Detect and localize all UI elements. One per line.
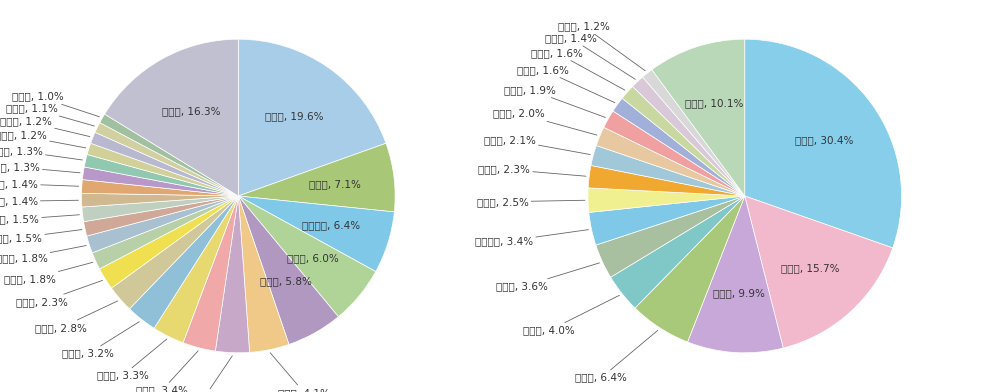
Text: 静岡県, 2.8%: 静岡県, 2.8%	[35, 301, 117, 333]
Wedge shape	[111, 196, 238, 309]
Wedge shape	[82, 167, 238, 196]
Text: 大阪府, 9.9%: 大阪府, 9.9%	[713, 288, 765, 298]
Wedge shape	[238, 196, 375, 317]
Wedge shape	[238, 39, 386, 196]
Text: 神奈川県, 3.4%: 神奈川県, 3.4%	[475, 230, 589, 247]
Text: 京都府, 4.1%: 京都府, 4.1%	[270, 353, 330, 392]
Text: 福岡県, 2.3%: 福岡県, 2.3%	[479, 164, 586, 176]
Wedge shape	[183, 196, 238, 351]
Wedge shape	[613, 98, 745, 196]
Wedge shape	[238, 196, 339, 345]
Wedge shape	[651, 39, 745, 196]
Wedge shape	[687, 196, 783, 353]
Text: 長野県, 2.3%: 長野県, 2.3%	[16, 280, 102, 307]
Text: 北海道, 7.1%: 北海道, 7.1%	[309, 179, 360, 189]
Text: 大分県, 1.1%: 大分県, 1.1%	[6, 103, 94, 126]
Wedge shape	[589, 196, 745, 245]
Text: 石川県, 1.5%: 石川県, 1.5%	[0, 214, 79, 225]
Wedge shape	[238, 143, 395, 212]
Text: 岐阜県, 2.0%: 岐阜県, 2.0%	[493, 109, 597, 135]
Wedge shape	[623, 87, 745, 196]
Text: 兵庫県, 3.4%: 兵庫県, 3.4%	[136, 351, 199, 392]
Wedge shape	[92, 196, 238, 269]
Wedge shape	[129, 196, 238, 328]
Wedge shape	[81, 196, 238, 221]
Text: 大阪府, 6.0%: 大阪府, 6.0%	[287, 253, 340, 263]
Text: 沖縄県, 4.0%: 沖縄県, 4.0%	[523, 295, 620, 336]
Text: 京都府, 15.7%: 京都府, 15.7%	[781, 263, 840, 273]
Wedge shape	[588, 165, 745, 196]
Text: 埼玉県, 1.8%: 埼玉県, 1.8%	[0, 245, 86, 263]
Text: 東京都, 30.4%: 東京都, 30.4%	[794, 135, 853, 145]
Wedge shape	[633, 77, 745, 196]
Wedge shape	[591, 145, 745, 196]
Wedge shape	[238, 196, 289, 352]
Wedge shape	[86, 196, 238, 253]
Text: 沖縄県, 5.8%: 沖縄県, 5.8%	[260, 276, 312, 286]
Wedge shape	[95, 123, 238, 196]
Wedge shape	[81, 193, 238, 207]
Text: 宮城県, 1.5%: 宮城県, 1.5%	[0, 230, 82, 243]
Wedge shape	[99, 196, 238, 288]
Wedge shape	[611, 196, 745, 308]
Wedge shape	[642, 70, 745, 196]
Wedge shape	[154, 196, 238, 343]
Text: 栃木県, 1.4%: 栃木県, 1.4%	[0, 179, 78, 189]
Wedge shape	[745, 39, 902, 248]
Text: 奈良県, 1.4%: 奈良県, 1.4%	[545, 33, 636, 79]
Text: 千葉県, 2.1%: 千葉県, 2.1%	[484, 135, 590, 154]
Text: 群馬県, 1.2%: 群馬県, 1.2%	[0, 131, 85, 148]
Text: 石川県, 1.6%: 石川県, 1.6%	[517, 65, 615, 103]
Text: 岐阜県, 1.2%: 岐阜県, 1.2%	[0, 116, 89, 136]
Text: 広島県, 3.6%: 広島県, 3.6%	[496, 263, 600, 292]
Text: 愛知県, 1.6%: 愛知県, 1.6%	[530, 48, 625, 90]
Text: 広島県, 1.8%: 広島県, 1.8%	[4, 262, 92, 284]
Wedge shape	[215, 196, 249, 353]
Wedge shape	[604, 111, 745, 196]
Wedge shape	[84, 154, 238, 196]
Wedge shape	[635, 196, 745, 342]
Wedge shape	[99, 114, 238, 196]
Text: 福岡県, 3.3%: 福岡県, 3.3%	[96, 339, 167, 381]
Text: 北海道, 6.4%: 北海道, 6.4%	[575, 330, 657, 383]
Text: 山梨県, 1.2%: 山梨県, 1.2%	[558, 22, 645, 71]
Wedge shape	[597, 127, 745, 196]
Text: 長野県, 2.5%: 長野県, 2.5%	[477, 197, 585, 207]
Text: 鹿児島県, 1.4%: 鹿児島県, 1.4%	[0, 196, 78, 206]
Wedge shape	[596, 196, 745, 277]
Wedge shape	[81, 180, 238, 196]
Text: 東京都, 19.6%: 東京都, 19.6%	[265, 112, 324, 122]
Wedge shape	[83, 196, 238, 236]
Wedge shape	[104, 39, 238, 196]
Text: その他, 16.3%: その他, 16.3%	[162, 106, 220, 116]
Wedge shape	[745, 196, 893, 348]
Wedge shape	[87, 143, 238, 196]
Text: その他, 10.1%: その他, 10.1%	[685, 99, 744, 109]
Wedge shape	[90, 132, 238, 196]
Wedge shape	[238, 196, 394, 272]
Text: 兵庫県, 1.9%: 兵庫県, 1.9%	[504, 85, 606, 118]
Text: 千葉県, 3.2%: 千葉県, 3.2%	[63, 322, 139, 359]
Text: 熊本県, 1.0%: 熊本県, 1.0%	[12, 92, 99, 117]
Text: 神奈川県, 6.4%: 神奈川県, 6.4%	[302, 220, 360, 230]
Text: 長崎県, 1.3%: 長崎県, 1.3%	[0, 146, 82, 160]
Text: 三重県, 1.3%: 三重県, 1.3%	[0, 162, 80, 173]
Wedge shape	[588, 188, 745, 212]
Text: 愛知県, 3.5%: 愛知県, 3.5%	[179, 356, 232, 392]
